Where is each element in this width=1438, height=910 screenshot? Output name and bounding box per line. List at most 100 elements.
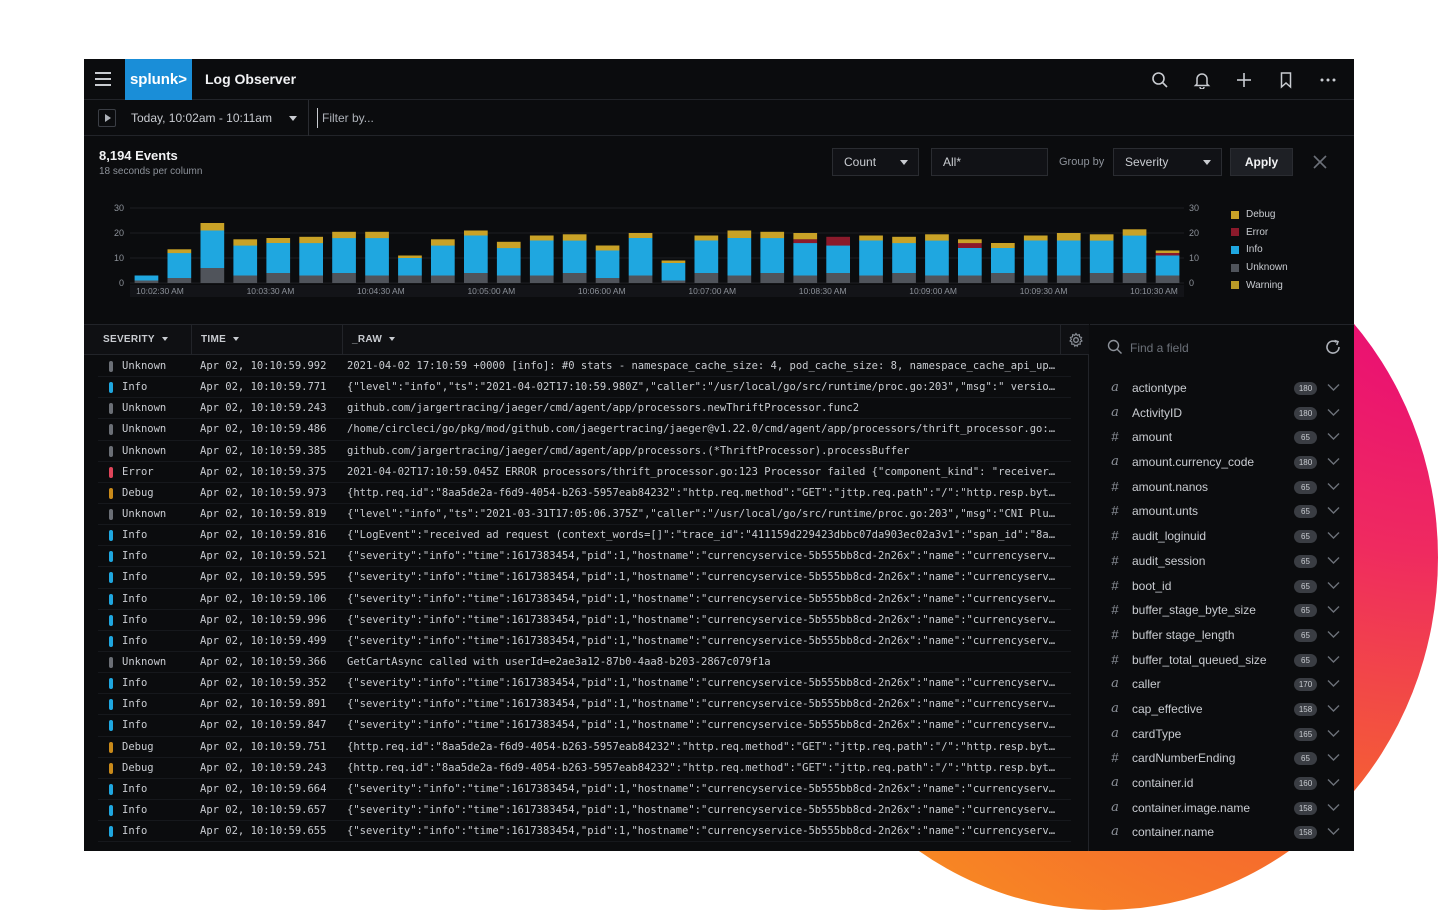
field-item[interactable]: a amount.currency_code 180 <box>1090 450 1354 475</box>
column-divider[interactable] <box>191 325 192 355</box>
raw-cell: {"LogEvent":"received ad request (contex… <box>347 529 1059 542</box>
table-row[interactable]: Info Apr 02, 10:10:59.816 {"LogEvent":"rec… <box>84 525 1089 547</box>
time-cell: Apr 02, 10:10:59.106 <box>200 592 327 605</box>
chevron-down-icon[interactable] <box>1327 729 1340 738</box>
bar-segment-info <box>134 275 159 281</box>
legend-item[interactable]: Warning <box>1231 276 1288 294</box>
table-row[interactable]: Info Apr 02, 10:10:59.847 {"severity":"inf… <box>84 715 1089 737</box>
chevron-down-icon[interactable] <box>1327 704 1340 713</box>
column-header-severity[interactable]: SEVERITY <box>103 325 168 355</box>
field-item[interactable]: # amount 65 <box>1090 425 1354 450</box>
table-row[interactable]: Unknown Apr 02, 10:10:59.992 2021-04-02 17… <box>84 356 1089 378</box>
refresh-icon[interactable] <box>1324 338 1342 356</box>
table-row[interactable]: Debug Apr 02, 10:10:59.751 {http.req.id":"… <box>84 737 1089 758</box>
chevron-down-icon[interactable] <box>1327 482 1340 491</box>
field-item[interactable]: # audit_loginuid 65 <box>1090 524 1354 549</box>
chevron-down-icon[interactable] <box>1327 581 1340 590</box>
field-item[interactable]: # buffer stage_length 65 <box>1090 623 1354 648</box>
column-header-raw[interactable]: _RAW <box>352 325 396 355</box>
search-icon[interactable] <box>1150 70 1170 90</box>
chevron-down-icon[interactable] <box>1327 803 1340 812</box>
table-row[interactable]: Info Apr 02, 10:10:59.771 {"level":"info",… <box>84 377 1089 399</box>
legend-item[interactable]: Unknown <box>1231 259 1288 277</box>
table-row[interactable]: Unknown Apr 02, 10:10:59.486/home/circlec… <box>84 419 1089 441</box>
column-divider[interactable] <box>342 325 343 355</box>
more-icon[interactable] <box>1318 70 1338 90</box>
chevron-down-icon[interactable] <box>1327 383 1340 392</box>
group-by-select[interactable]: Severity <box>1113 148 1222 176</box>
field-item[interactable]: # buffer_total_queued_size 65 <box>1090 648 1354 673</box>
table-row[interactable]: Unknown Apr 02, 10:10:59.819 {"level":"inf… <box>84 504 1089 526</box>
field-item[interactable]: # audit_session 65 <box>1090 549 1354 574</box>
column-header-time[interactable]: TIME <box>201 325 240 355</box>
plus-icon[interactable] <box>1234 70 1254 90</box>
field-item[interactable]: a cardType 165 <box>1090 722 1354 747</box>
legend-item[interactable]: Info <box>1231 241 1288 259</box>
close-icon[interactable] <box>1311 153 1329 171</box>
menu-icon[interactable] <box>95 72 111 86</box>
table-row[interactable]: Info Apr 02, 10:10:59.655 {"severity":"inf… <box>84 821 1089 843</box>
table-row[interactable]: Info Apr 02, 10:10:59.891 {"severity":"inf… <box>84 694 1089 716</box>
bell-icon[interactable] <box>1192 70 1212 90</box>
time-range-picker[interactable]: Today, 10:02am - 10:11am <box>131 111 272 125</box>
find-field-input[interactable] <box>1130 338 1310 358</box>
field-item[interactable]: # boot_id 65 <box>1090 574 1354 599</box>
field-item[interactable]: a container.id 160 <box>1090 771 1354 796</box>
chevron-down-icon[interactable] <box>1327 605 1340 614</box>
chevron-down-icon[interactable] <box>1327 432 1340 441</box>
chevron-down-icon[interactable] <box>1327 679 1340 688</box>
table-row[interactable]: Info Apr 02, 10:10:59.499 {"severity":"inf… <box>84 631 1089 653</box>
table-row[interactable]: Unknown Apr 02, 10:10:59.243 github.com/ja… <box>84 398 1089 420</box>
table-row[interactable]: Info Apr 02, 10:10:59.657 {"severity":"inf… <box>84 800 1089 822</box>
field-item[interactable]: a container.image.name 158 <box>1090 796 1354 821</box>
chevron-down-icon[interactable] <box>289 116 297 121</box>
table-row[interactable]: Error Apr 02, 10:10:59.375 2021-04-02T17:1… <box>84 462 1089 483</box>
bar-segment-info <box>464 235 488 273</box>
splunk-logo[interactable]: splunk> <box>125 59 192 100</box>
field-item[interactable]: # buffer_stage_byte_size 65 <box>1090 598 1354 623</box>
chevron-down-icon[interactable] <box>1327 556 1340 565</box>
table-row[interactable]: Unknown Apr 02, 10:10:59.385 github.com/ja… <box>84 441 1089 462</box>
field-item[interactable]: a actiontype 180 <box>1090 376 1354 401</box>
bookmark-icon[interactable] <box>1276 70 1296 90</box>
bar-segment-info <box>628 238 653 276</box>
table-row[interactable]: Info Apr 02, 10:10:59.352 {"severity":"inf… <box>84 673 1089 695</box>
chevron-down-icon[interactable] <box>1327 778 1340 787</box>
metric-select[interactable]: Count <box>832 148 919 176</box>
field-item[interactable]: a cap_effective 158 <box>1090 697 1354 722</box>
chevron-down-icon[interactable] <box>1327 506 1340 515</box>
bar-segment-info <box>233 245 258 276</box>
table-row[interactable]: Debug Apr 02, 10:10:59.243 {http.req.id":"… <box>84 758 1089 779</box>
chevron-down-icon[interactable] <box>1327 531 1340 540</box>
table-row[interactable]: Debug Apr 02, 10:10:59.973 {http.req.id":"… <box>84 483 1089 505</box>
table-row[interactable]: Info Apr 02, 10:10:59.996 {"severity":"inf… <box>84 610 1089 631</box>
field-item[interactable]: # cardNumberEnding 65 <box>1090 746 1354 771</box>
filter-input[interactable] <box>317 108 717 128</box>
chevron-down-icon[interactable] <box>1327 827 1340 836</box>
field-item[interactable]: a container.name 158 <box>1090 820 1354 845</box>
x-tick-label: 10:09:00 AM <box>909 286 957 296</box>
chevron-down-icon[interactable] <box>1327 753 1340 762</box>
chevron-down-icon[interactable] <box>1327 457 1340 466</box>
legend-item[interactable]: Debug <box>1231 206 1288 224</box>
legend-item[interactable]: Error <box>1231 224 1288 242</box>
scope-input[interactable]: All* <box>931 148 1048 176</box>
field-item[interactable]: a caller 170 <box>1090 672 1354 697</box>
table-row[interactable]: Info Apr 02, 10:10:59.106 {"severity":"inf… <box>84 589 1089 610</box>
log-observer-window: splunk> Log Observer Today, 10:02am - 10… <box>84 59 1354 851</box>
field-item[interactable]: a ActivityID 180 <box>1090 401 1354 426</box>
chevron-down-icon[interactable] <box>1327 655 1340 664</box>
chevron-down-icon[interactable] <box>1327 408 1340 417</box>
field-count-badge: 65 <box>1294 530 1317 544</box>
table-row[interactable]: Info Apr 02, 10:10:59.595 {"severity":"inf… <box>84 567 1089 589</box>
play-icon[interactable] <box>98 109 116 127</box>
table-row[interactable]: Unknown Apr 02, 10:10:59.366 GetCartAsync … <box>84 652 1089 674</box>
field-item[interactable]: # amount.nanos 65 <box>1090 475 1354 500</box>
table-row[interactable]: Info Apr 02, 10:10:59.664 {"severity":"inf… <box>84 779 1089 801</box>
field-item[interactable]: # amount.unts 65 <box>1090 499 1354 524</box>
table-row[interactable]: Info Apr 02, 10:10:59.521 {"severity":"inf… <box>84 546 1089 568</box>
chevron-down-icon[interactable] <box>1327 630 1340 639</box>
apply-button[interactable]: Apply <box>1230 148 1293 176</box>
events-histogram[interactable]: 0 0 10 10 20 20 30 30 10:02:30 AM 10:03:30 AM 10:0… <box>104 199 1214 309</box>
gear-icon[interactable] <box>1068 332 1084 348</box>
